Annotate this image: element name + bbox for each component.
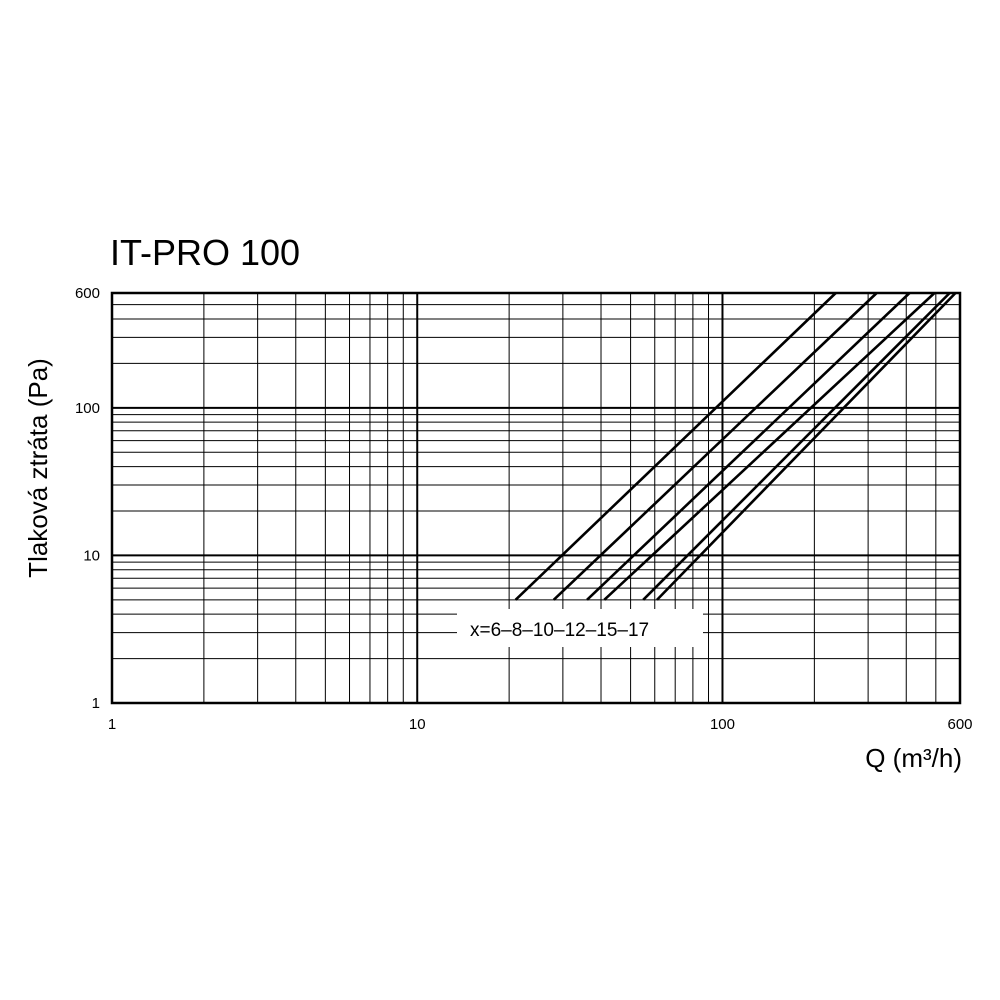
x-tick-label: 1 bbox=[108, 716, 116, 733]
x-tick-label: 10 bbox=[409, 716, 426, 733]
series-line-6 bbox=[656, 292, 957, 601]
x-tick-label: 100 bbox=[710, 716, 735, 733]
legend: x=6–8–10–12–15–17 bbox=[457, 609, 703, 647]
x-tick-label: 600 bbox=[947, 716, 972, 733]
x-tick-labels: 1 10 100 600 bbox=[108, 716, 973, 733]
series-line-4 bbox=[603, 292, 936, 601]
y-axis-label: Tlaková ztráta (Pa) bbox=[23, 358, 53, 578]
y-tick-labels: 1 10 100 600 bbox=[75, 285, 100, 712]
x-axis-label: Q (m³/h) bbox=[865, 743, 962, 773]
y-tick-label: 600 bbox=[75, 285, 100, 302]
series-line-5 bbox=[642, 292, 951, 601]
legend-label: x=6–8–10–12–15–17 bbox=[470, 620, 649, 641]
series-line-1 bbox=[514, 292, 837, 601]
series-line-3 bbox=[586, 292, 911, 601]
y-tick-label: 10 bbox=[83, 547, 100, 564]
y-tick-label: 100 bbox=[75, 400, 100, 417]
series-lines bbox=[514, 292, 957, 601]
series-line-2 bbox=[552, 292, 878, 601]
legend-background bbox=[457, 609, 703, 647]
chart-title: IT-PRO 100 bbox=[110, 232, 300, 273]
y-tick-label: 1 bbox=[92, 695, 100, 712]
plot-frame bbox=[110, 291, 962, 705]
